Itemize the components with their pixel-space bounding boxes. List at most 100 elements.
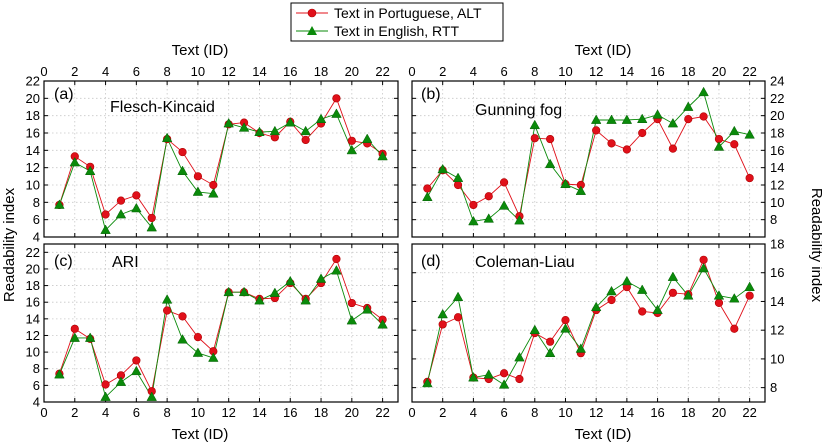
data-point-english [575,185,587,195]
data-point-english [744,129,755,139]
data-point-english [208,188,219,198]
plot-frame [43,80,399,238]
data-point-english [468,372,479,382]
data-point-english [422,191,433,201]
data-point-portuguese [163,306,172,315]
data-point-english [223,286,234,297]
data-point-english [346,144,358,155]
data-point-english [238,286,250,297]
data-point-portuguese [469,200,478,210]
y-tick-label: 20 [770,108,784,123]
data-point-english [729,125,740,136]
series-line-portuguese [58,97,383,220]
data-point-english [498,200,510,210]
series-line-english [58,113,383,231]
y-tick-label: 22 [26,74,40,89]
x-tick-label: 14 [252,64,266,79]
x-tick-label: 12 [221,405,235,420]
x-tick-label: 2 [439,405,446,420]
x-tick-label: 20 [712,405,726,420]
x-tick-label: 8 [164,405,171,420]
x-tick-label: 4 [102,405,109,420]
panel-gunning-fog: 0 2 4 6 8 10 12 14 16 18 20 2281012141618202224(b)G… [408,64,784,238]
data-point-english [315,113,327,123]
data-point-english [621,114,633,124]
legend-label-english: Text in English, RTT [334,23,459,39]
y-tick-label: 18 [26,278,40,293]
y-tick-label: 22 [770,91,784,106]
x-tick-label: 12 [589,405,603,420]
data-point-english [575,343,587,353]
x-tick-label: 0 [408,405,415,420]
left-axis-label: Readability index [1,187,18,302]
panel-label: (c) [54,253,73,270]
data-point-english [177,334,188,344]
data-point-english [652,304,663,314]
data-point-portuguese [453,180,463,190]
data-point-english [177,165,188,175]
data-point-portuguese [332,94,341,103]
y-tick-label: 14 [26,143,40,158]
data-point-english [422,377,433,388]
data-point-english [192,186,204,196]
x-tick-label: 22 [742,64,756,79]
series-line-portuguese [58,257,383,393]
series-line-portuguese [427,116,751,218]
data-point-portuguese [438,320,447,329]
data-point-english [361,133,373,143]
data-point-portuguese [193,333,203,342]
data-point-english [254,295,265,305]
panel-label: (d) [421,253,441,270]
series-line-english [426,91,750,222]
data-point-portuguese [423,184,432,193]
data-point-portuguese [699,112,708,121]
data-point-portuguese [592,126,601,135]
x-tick-label: 18 [681,405,695,420]
data-point-portuguese [607,139,616,148]
legend: Text in Portuguese, ALT Text in English,… [290,2,504,42]
x-tick-label: 22 [375,64,389,79]
data-point-english [744,281,755,291]
data-point-english [606,114,617,124]
data-point-english [69,156,81,167]
y-tick-label: 16 [26,126,40,141]
panel-flesch-kincaid: 0 2 4 6 8 10 12 14 16 18 20 22 4 6 8 10 12 14 16 18 20 22 (a) F… [26,64,399,245]
data-point-portuguese [530,134,539,143]
data-point-portuguese [730,140,739,149]
x-tick-label: 10 [558,64,572,79]
panel-title: Coleman-Liau [475,254,575,271]
series-line-portuguese [426,258,751,383]
plot-frame [411,243,766,403]
data-point-english [377,319,388,329]
data-point-english [254,126,265,136]
right-axis-label: Readability index [808,188,822,303]
x-tick-label: 4 [470,405,477,420]
data-point-portuguese [638,307,647,316]
x-tick-label: 10 [191,405,205,420]
data-point-english [69,332,81,342]
data-point-english [54,369,65,379]
x-tick-label: 12 [589,64,603,79]
y-tick-label: 16 [770,265,784,280]
data-point-portuguese [499,178,509,187]
data-point-english [377,150,388,161]
y-tick-label: 12 [26,328,40,343]
data-point-english [54,199,65,209]
panel-title: Gunning fog [475,102,562,119]
x-tick-label: 2 [439,64,446,79]
data-point-english [713,290,725,300]
data-point-english [161,132,173,143]
data-point-english [590,114,602,124]
data-point-english [192,347,204,357]
data-point-english [331,265,342,275]
data-point-english [331,108,342,118]
x-tick-label: 6 [133,405,140,420]
data-point-english [100,224,111,234]
data-point-english [269,287,281,297]
y-tick-label: 12 [26,160,40,175]
data-point-english [437,308,448,319]
x-tick-label: 10 [191,64,205,79]
legend-marker-portuguese [307,8,317,18]
